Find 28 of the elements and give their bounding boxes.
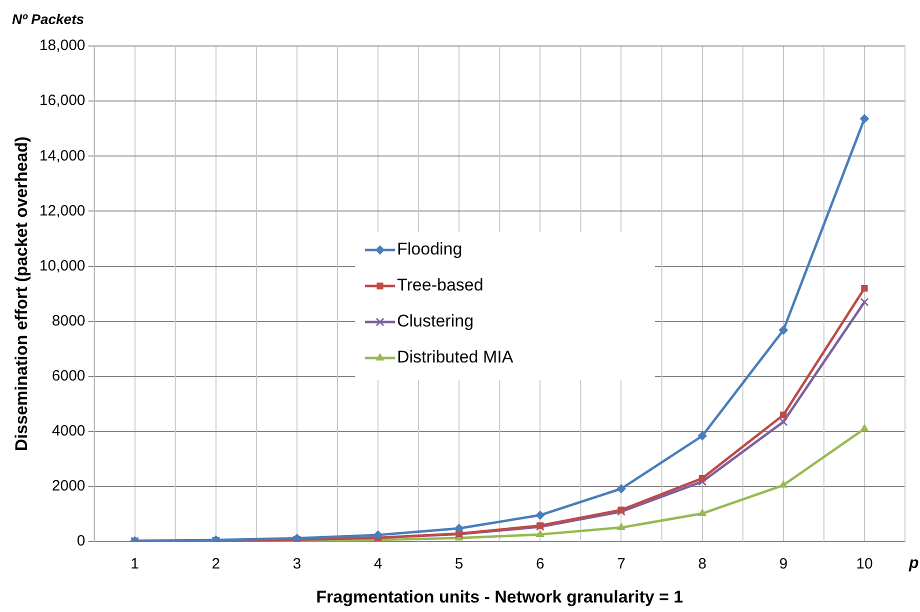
text: p [908, 555, 919, 572]
y-tick-label: 18,000 [39, 37, 86, 54]
y-tick-label: 8000 [52, 312, 86, 330]
legend-label: Tree-based [397, 276, 484, 295]
y-tick-label: 0 [76, 532, 86, 550]
x-axis-title: Fragmentation units - Network granularity = 1 [316, 587, 684, 606]
y-tick-label: 14,000 [39, 147, 86, 164]
x-tick-label: 2 [212, 556, 220, 573]
legend-label: Distributed MIA [397, 348, 514, 367]
legend-label: Clustering [397, 312, 474, 331]
chart-title: Nº Packets [12, 10, 84, 27]
x-tick-label: 4 [374, 556, 382, 573]
legend-label: Flooding [397, 240, 462, 259]
x-tick-label: 9 [779, 556, 788, 573]
y-tick-label: 6000 [52, 368, 86, 385]
y-tick-label: 2000 [52, 478, 86, 495]
y-tick-label: 4000 [52, 422, 86, 440]
x-tick-label: 7 [617, 556, 626, 573]
y-tick-label: 12,000 [39, 202, 86, 220]
x-tick-label: 10 [856, 556, 873, 573]
y-axis-title: Dissemination effort (packet overhead) [12, 136, 31, 452]
x-tick-label: 8 [698, 556, 706, 573]
y-tick-label: 10,000 [39, 257, 86, 274]
x-tick-label: 5 [454, 556, 464, 573]
x-tick-label: 6 [536, 556, 544, 573]
y-tick-label: 16,000 [39, 92, 86, 110]
x-tick-label: 3 [292, 556, 302, 573]
x-tick-label: 1 [130, 556, 139, 573]
